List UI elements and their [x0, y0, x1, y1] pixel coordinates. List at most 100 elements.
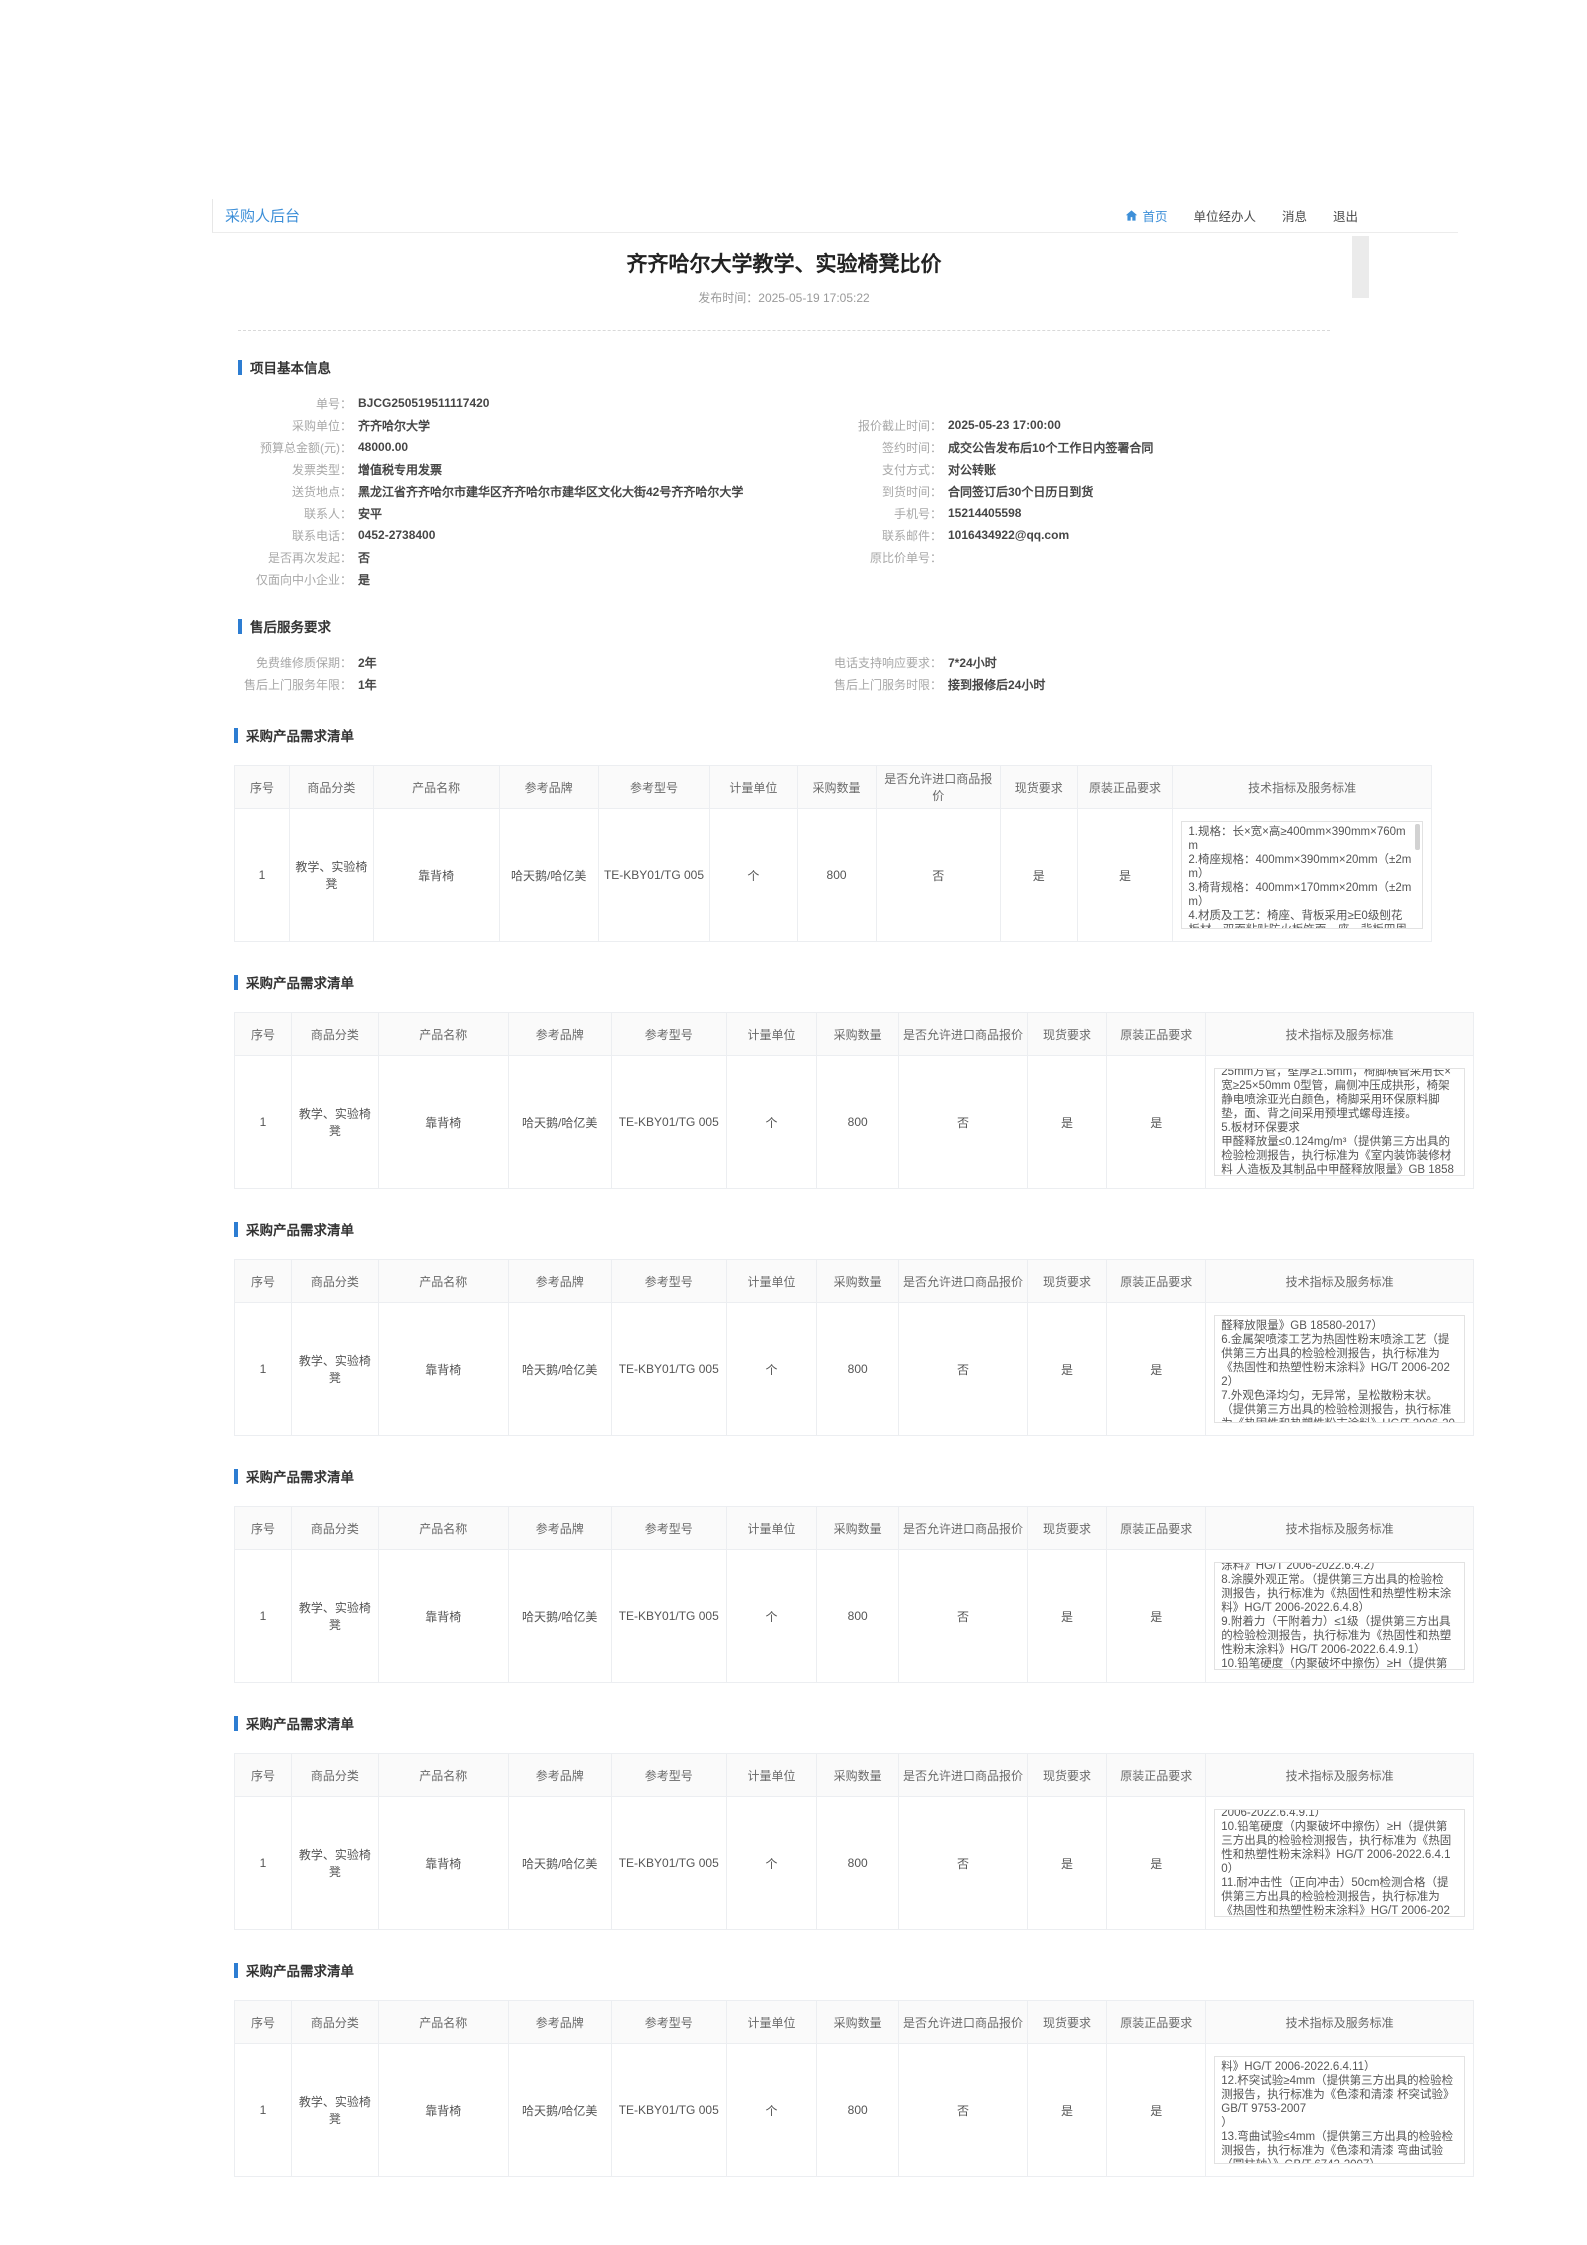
table-header-row: 序号 商品分类 产品名称 参考品牌 参考型号 计量单位 采购数量 是否允许进口商… [234, 1012, 1474, 1056]
after-sale-section-head: 售后服务要求 [238, 616, 1512, 636]
field-value-right: 接到报修后24小时 [948, 677, 1046, 692]
section-accent-bar [238, 618, 242, 634]
field-value-right: 1016434922@qq.com [948, 528, 1070, 542]
cell-import-allowed: 否 [875, 808, 1002, 942]
cell-category: 教学、实验椅凳 [290, 1549, 379, 1683]
field-label-left: 采购单位： [291, 418, 352, 433]
cell-ref-model: TE-KBY01/TG 005 [597, 808, 711, 942]
tech-spec-scrollbox[interactable]: 1.规格：长×宽×高≥400mm×390mm×760mm 2.椅座规格：400m… [1181, 821, 1423, 929]
field-label-right: 原比价单号： [869, 550, 942, 565]
field-value-left: 增值税专用发票 [358, 462, 443, 477]
cell-qty: 800 [816, 1796, 900, 1930]
nav-item-messages[interactable]: 消息 [1281, 210, 1307, 224]
field-value-left: 1年 [358, 677, 377, 692]
cell-product-name: 靠背椅 [377, 2043, 509, 2177]
field-value-left: 2年 [358, 655, 377, 670]
product-requirements-table: 序号 商品分类 产品名称 参考品牌 参考型号 计量单位 采购数量 是否允许进口商… [234, 1753, 1474, 1930]
field-label-left: 预算总金额(元)： [260, 440, 352, 455]
nav-item-logout[interactable]: 退出 [1332, 210, 1358, 224]
column-header-qty: 采购数量 [796, 765, 877, 809]
column-header-stock-required: 现货要求 [1026, 1012, 1108, 1056]
section-title: 采购产品需求清单 [246, 729, 354, 744]
table-row: 1 教学、实验椅凳 靠背椅 哈天鹅/哈亿美 TE-KBY01/TG 005 个 … [234, 1549, 1474, 1683]
home-icon [1125, 209, 1138, 222]
column-header-unit: 计量单位 [725, 1259, 818, 1303]
field-value-right: 15214405598 [948, 506, 1022, 520]
column-header-unit: 计量单位 [725, 1506, 818, 1550]
cell-stock-required: 是 [1026, 1549, 1108, 1683]
field-value-right: 合同签订后30个日历日到货 [948, 484, 1094, 499]
product-section-head: 采购产品需求清单 [234, 1713, 1512, 1733]
tech-spec-scrollbox[interactable]: 醛释放限量》GB 18580-2017） 6.金属架喷漆工艺为热固性粉末喷涂工艺… [1214, 1315, 1465, 1423]
cell-original-required: 是 [1106, 1549, 1207, 1683]
column-header-seq: 序号 [234, 1259, 292, 1303]
cell-original-required: 是 [1106, 2043, 1207, 2177]
column-header-qty: 采购数量 [816, 1012, 900, 1056]
column-header-tech-spec: 技术指标及服务标准 [1205, 1753, 1474, 1797]
cell-ref-brand: 哈天鹅/哈亿美 [507, 1302, 612, 1436]
column-header-product-name: 产品名称 [377, 2000, 509, 2044]
column-header-ref-model: 参考型号 [610, 1012, 727, 1056]
section-accent-bar [234, 727, 238, 743]
section-title: 项目基本信息 [250, 361, 331, 376]
column-header-category: 商品分类 [290, 1012, 379, 1056]
cell-seq: 1 [234, 1549, 292, 1683]
cell-original-required: 是 [1076, 808, 1174, 942]
field-label-right: 电话支持响应要求： [833, 655, 942, 670]
column-header-ref-model: 参考型号 [610, 1753, 727, 1797]
product-requirements-table: 序号 商品分类 产品名称 参考品牌 参考型号 计量单位 采购数量 是否允许进口商… [234, 1259, 1474, 1436]
column-header-ref-model: 参考型号 [610, 1259, 727, 1303]
cell-import-allowed: 否 [898, 1302, 1028, 1436]
column-header-seq: 序号 [233, 765, 291, 809]
column-header-original-required: 原装正品要求 [1106, 1012, 1207, 1056]
tech-spec-scrollbox[interactable]: 25mm方管，壁厚≥1.5mm，椅脚横管采用长×宽≥25×50mm 0型管，扁侧… [1214, 1068, 1465, 1176]
nav-item-home[interactable]: 首页 [1125, 206, 1167, 225]
cell-ref-brand: 哈天鹅/哈亿美 [507, 1055, 612, 1189]
app-logo[interactable]: 采购人后台 [225, 208, 301, 225]
product-requirements-section: 采购产品需求清单 序号 商品分类 产品名称 参考品牌 参考型号 计量单位 采购数… [212, 1466, 1512, 1683]
spec-scrollbar-thumb[interactable] [1415, 824, 1420, 850]
tech-spec-text: 料》HG/T 2006-2022.6.4.11） 12.杯突试验≥4mm（提供第… [1221, 2061, 1455, 2163]
tech-spec-scrollbox[interactable]: 涂料》HG/T 2006-2022.6.4.2） 8.涂膜外观正常。（提供第三方… [1214, 1562, 1465, 1670]
info-row: 免费维修质保期： 2年 电话支持响应要求： 7*24小时 [238, 651, 1388, 673]
cell-tech-spec: 涂料》HG/T 2006-2022.6.4.2） 8.涂膜外观正常。（提供第三方… [1205, 1549, 1474, 1683]
product-requirements-section: 采购产品需求清单 序号 商品分类 产品名称 参考品牌 参考型号 计量单位 采购数… [212, 725, 1512, 942]
cell-ref-brand: 哈天鹅/哈亿美 [507, 1796, 612, 1930]
column-header-product-name: 产品名称 [377, 1012, 509, 1056]
cell-seq: 1 [234, 2043, 292, 2177]
column-header-category: 商品分类 [289, 765, 374, 809]
table-header-row: 序号 商品分类 产品名称 参考品牌 参考型号 计量单位 采购数量 是否允许进口商… [234, 1259, 1474, 1303]
field-label-right: 支付方式： [881, 462, 942, 477]
product-requirements-section: 采购产品需求清单 序号 商品分类 产品名称 参考品牌 参考型号 计量单位 采购数… [212, 1713, 1512, 1930]
table-header-row: 序号 商品分类 产品名称 参考品牌 参考型号 计量单位 采购数量 是否允许进口商… [234, 2000, 1474, 2044]
product-section-head: 采购产品需求清单 [234, 1219, 1512, 1239]
page-title: 齐齐哈尔大学教学、实验椅凳比价 [626, 253, 942, 276]
column-header-import-allowed: 是否允许进口商品报价 [898, 1012, 1028, 1056]
publish-time-label: 发布时间： [698, 291, 759, 305]
cell-stock-required: 是 [1026, 1055, 1108, 1189]
tech-spec-scrollbox[interactable]: 2006-2022.6.4.9.1） 10.铅笔硬度（内聚破坏中擦伤）≥H（提供… [1214, 1809, 1465, 1917]
column-header-original-required: 原装正品要求 [1076, 765, 1174, 809]
column-header-tech-spec: 技术指标及服务标准 [1205, 1012, 1474, 1056]
cell-original-required: 是 [1106, 1302, 1207, 1436]
field-label-right: 签约时间： [881, 440, 942, 455]
cell-original-required: 是 [1106, 1055, 1207, 1189]
nav-item-unit-agent[interactable]: 单位经办人 [1193, 210, 1256, 224]
product-requirements-table: 序号 商品分类 产品名称 参考品牌 参考型号 计量单位 采购数量 是否允许进口商… [233, 765, 1432, 942]
table-row: 1 教学、实验椅凳 靠背椅 哈天鹅/哈亿美 TE-KBY01/TG 005 个 … [234, 1302, 1474, 1436]
cell-qty: 800 [816, 1302, 900, 1436]
cell-seq: 1 [234, 1055, 292, 1189]
cell-product-name: 靠背椅 [377, 1302, 509, 1436]
tech-spec-scrollbox[interactable]: 料》HG/T 2006-2022.6.4.11） 12.杯突试验≥4mm（提供第… [1214, 2056, 1465, 2164]
cell-unit: 个 [725, 1055, 818, 1189]
column-header-seq: 序号 [234, 1012, 292, 1056]
cell-tech-spec: 醛释放限量》GB 18580-2017） 6.金属架喷漆工艺为热固性粉末喷涂工艺… [1205, 1302, 1474, 1436]
page-scrollbar-thumb[interactable] [1352, 236, 1369, 298]
cell-seq: 1 [234, 1302, 292, 1436]
tech-spec-text: 1.规格：长×宽×高≥400mm×390mm×760mm 2.椅座规格：400m… [1188, 826, 1412, 928]
cell-tech-spec: 2006-2022.6.4.9.1） 10.铅笔硬度（内聚破坏中擦伤）≥H（提供… [1205, 1796, 1474, 1930]
field-value-left: 否 [358, 550, 371, 565]
column-header-product-name: 产品名称 [377, 1259, 509, 1303]
cell-product-name: 靠背椅 [377, 1549, 509, 1683]
cell-unit: 个 [709, 808, 798, 942]
